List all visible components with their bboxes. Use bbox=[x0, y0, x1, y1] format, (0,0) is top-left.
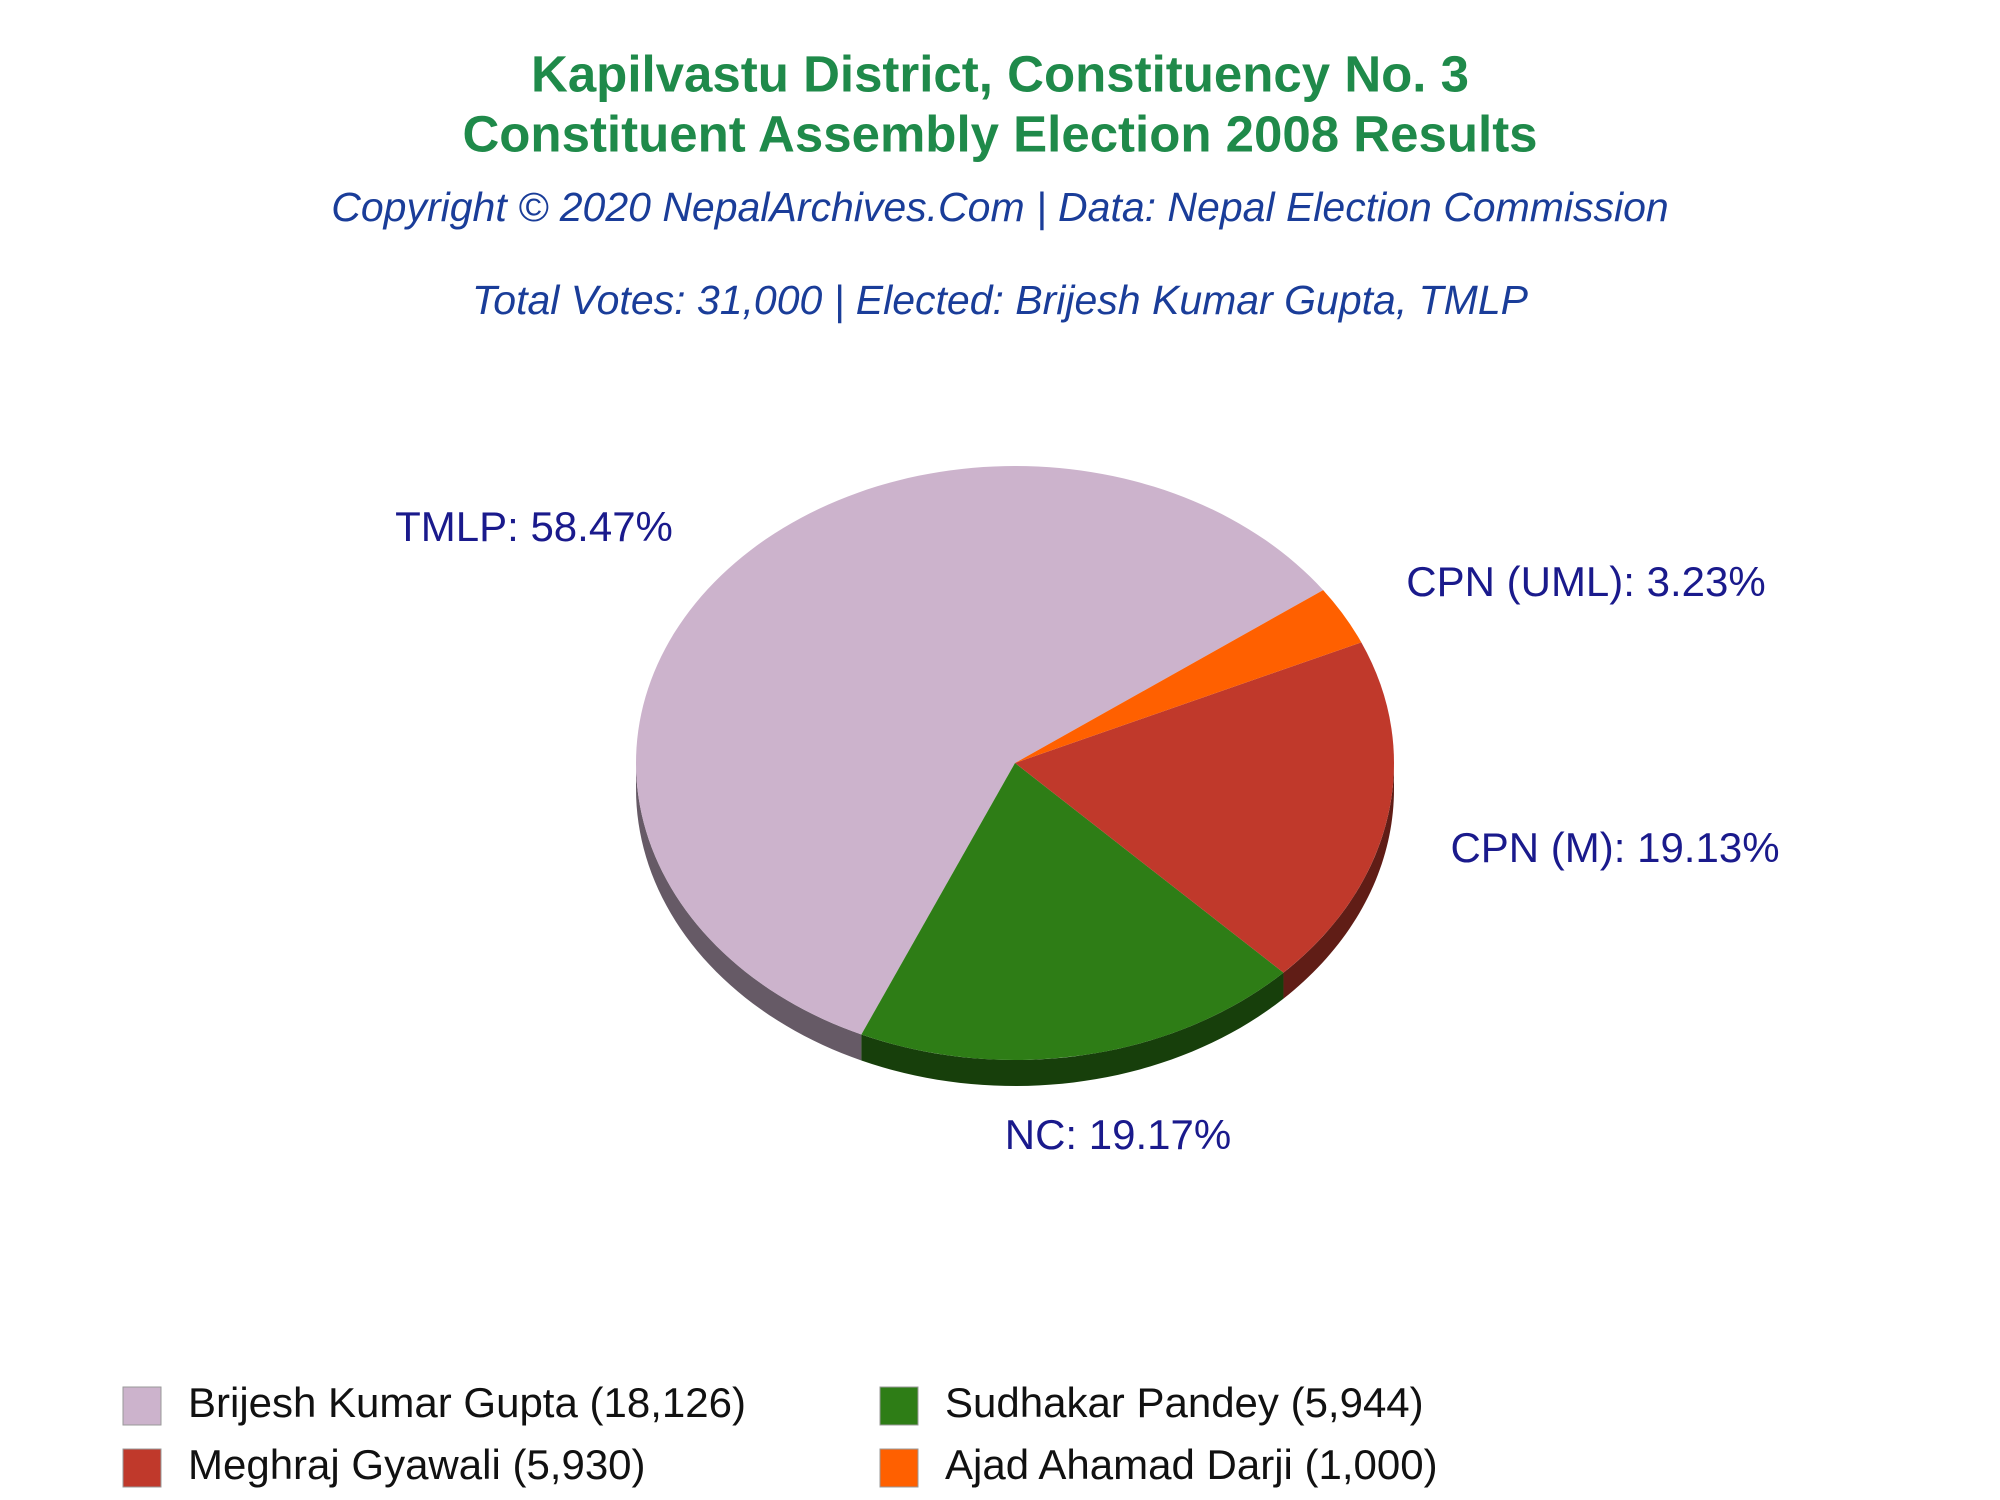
chart-subtitle: Copyright © 2020 NepalArchives.Com | Dat… bbox=[331, 184, 1669, 230]
legend-swatch bbox=[879, 1386, 919, 1426]
pie-slice bbox=[1015, 642, 1394, 973]
legend: Brijesh Kumar Gupta (18,126) Sudhakar Pan… bbox=[122, 1379, 1438, 1488]
slice-label: CPN (M): 19.13% bbox=[1450, 824, 1779, 871]
legend-label: Sudhakar Pandey (5,944) bbox=[945, 1379, 1424, 1426]
slice-labels: TMLP: 58.47% NC: 19.17% CPN (M): 19.13% CPN… bbox=[395, 503, 1779, 1158]
pie-sides bbox=[636, 763, 1394, 1086]
slice-label: CPN (UML): 3.23% bbox=[1406, 558, 1765, 605]
chart-title-line2: Constituent Assembly Election 2008 Resul… bbox=[462, 105, 1537, 162]
slice-label: TMLP: 58.47% bbox=[395, 503, 673, 550]
chart-title: Kapilvastu District, Constituency No. 3 bbox=[531, 45, 1469, 102]
legend-swatch bbox=[122, 1448, 162, 1488]
legend-label: Meghraj Gyawali (5,930) bbox=[188, 1441, 646, 1488]
pie-slices bbox=[636, 465, 1394, 1060]
legend-label: Ajad Ahamad Darji (1,000) bbox=[945, 1441, 1438, 1488]
slice-label: NC: 19.17% bbox=[1005, 1111, 1231, 1158]
legend-swatch bbox=[122, 1386, 162, 1426]
slice-side bbox=[1283, 763, 1394, 999]
pie-slice bbox=[861, 763, 1284, 1060]
slice-side bbox=[861, 972, 1284, 1086]
pie-slice bbox=[1015, 590, 1362, 763]
legend-label: Brijesh Kumar Gupta (18,126) bbox=[188, 1379, 746, 1426]
chart-subtitle-line2: Total Votes: 31,000 | Elected: Brijesh K… bbox=[472, 277, 1529, 323]
pie-slice bbox=[636, 465, 1324, 1035]
slice-side bbox=[636, 763, 862, 1061]
legend-swatch bbox=[879, 1448, 919, 1488]
